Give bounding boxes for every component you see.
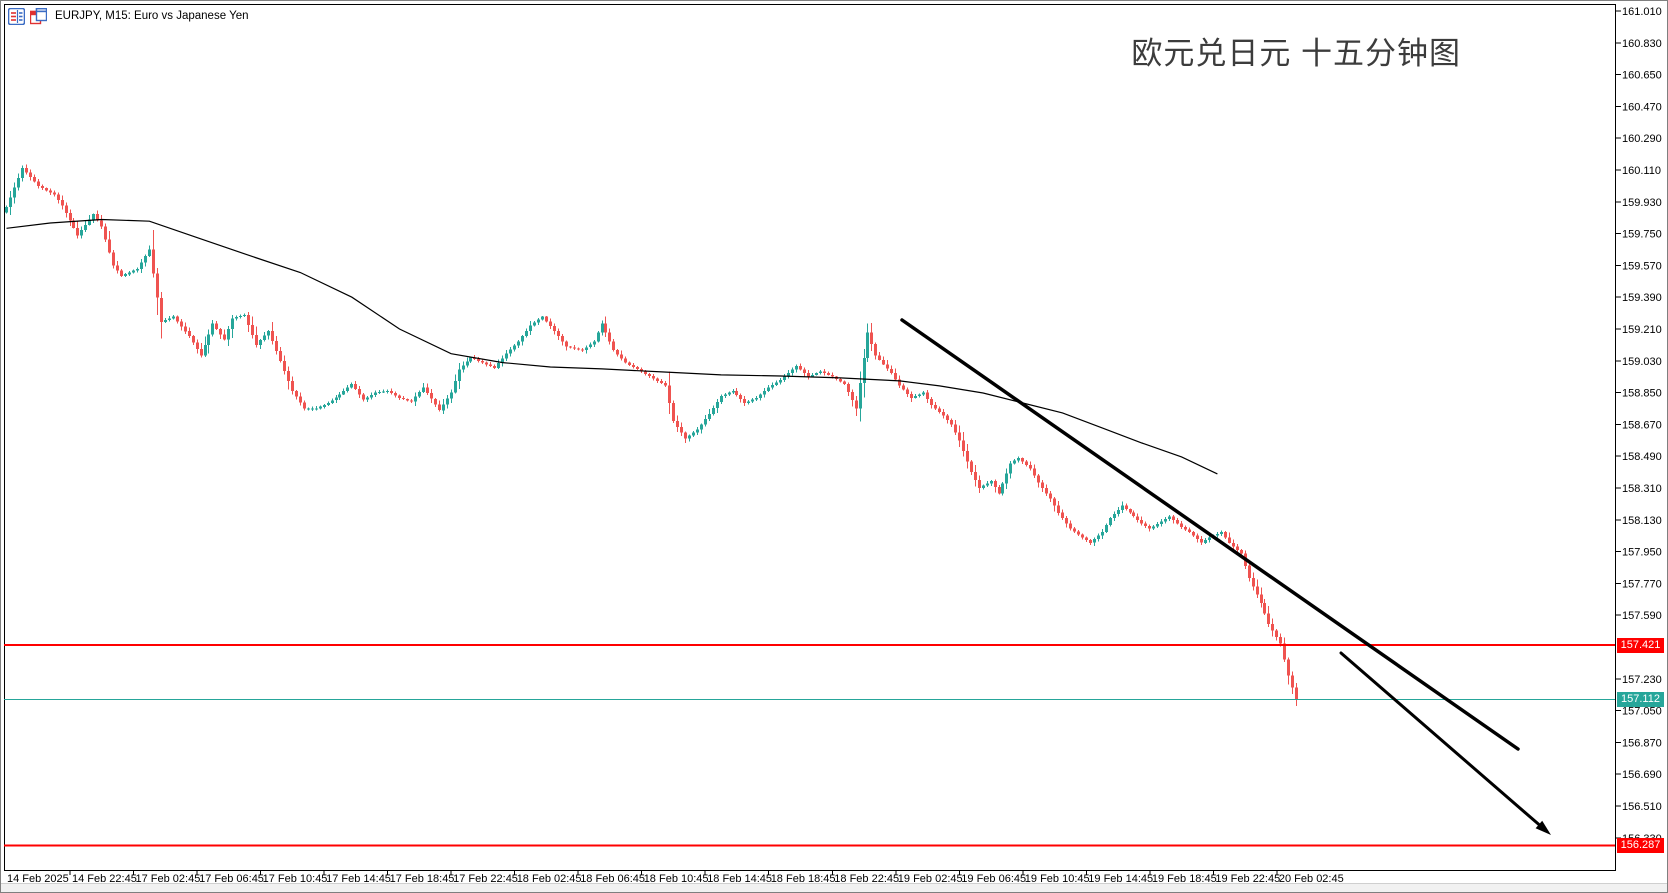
svg-text:19 Feb 02:45: 19 Feb 02:45 bbox=[898, 873, 963, 885]
svg-text:18 Feb 14:45: 18 Feb 14:45 bbox=[707, 873, 772, 885]
svg-text:159.750: 159.750 bbox=[1622, 229, 1662, 241]
svg-text:160.290: 160.290 bbox=[1622, 133, 1662, 145]
symbol-title: EURJPY, M15: Euro vs Japanese Yen bbox=[55, 10, 249, 22]
svg-text:14 Feb 22:45: 14 Feb 22:45 bbox=[72, 873, 137, 885]
svg-text:18 Feb 06:45: 18 Feb 06:45 bbox=[580, 873, 645, 885]
svg-text:159.930: 159.930 bbox=[1622, 197, 1662, 209]
svg-text:19 Feb 10:45: 19 Feb 10:45 bbox=[1025, 873, 1090, 885]
status-bar bbox=[1, 883, 1667, 892]
svg-text:159.390: 159.390 bbox=[1622, 292, 1662, 304]
svg-text:156.510: 156.510 bbox=[1622, 801, 1662, 813]
svg-text:157.950: 157.950 bbox=[1622, 547, 1662, 559]
svg-text:17 Feb 02:45: 17 Feb 02:45 bbox=[136, 873, 201, 885]
svg-text:158.130: 158.130 bbox=[1622, 515, 1662, 527]
svg-text:18 Feb 18:45: 18 Feb 18:45 bbox=[771, 873, 836, 885]
svg-text:17 Feb 10:45: 17 Feb 10:45 bbox=[263, 873, 328, 885]
svg-text:159.030: 159.030 bbox=[1622, 356, 1662, 368]
svg-text:17 Feb 22:45: 17 Feb 22:45 bbox=[453, 873, 518, 885]
price-axis[interactable]: 161.010 160.830 160.650 160.470 160.290 160.1… bbox=[1615, 6, 1662, 845]
svg-text:18 Feb 10:45: 18 Feb 10:45 bbox=[644, 873, 709, 885]
svg-text:157.230: 157.230 bbox=[1622, 674, 1662, 686]
svg-text:18 Feb 02:45: 18 Feb 02:45 bbox=[517, 873, 582, 885]
svg-text:157.770: 157.770 bbox=[1622, 578, 1662, 590]
svg-text:157.590: 157.590 bbox=[1622, 610, 1662, 622]
svg-text:17 Feb 18:45: 17 Feb 18:45 bbox=[390, 873, 455, 885]
svg-text:19 Feb 14:45: 19 Feb 14:45 bbox=[1088, 873, 1153, 885]
trendline-arrow[interactable] bbox=[1339, 651, 1551, 835]
chart-header: EURJPY, M15: Euro vs Japanese Yen bbox=[1, 1, 1667, 29]
svg-text:156.870: 156.870 bbox=[1622, 737, 1662, 749]
svg-text:17 Feb 06:45: 17 Feb 06:45 bbox=[199, 873, 264, 885]
svg-text:160.470: 160.470 bbox=[1622, 101, 1662, 113]
svg-text:158.670: 158.670 bbox=[1622, 419, 1662, 431]
svg-text:19 Feb 18:45: 19 Feb 18:45 bbox=[1152, 873, 1217, 885]
candles bbox=[5, 164, 1298, 707]
svg-text:20 Feb 02:45: 20 Feb 02:45 bbox=[1279, 873, 1344, 885]
chart-annotation-title: 欧元兑日元 十五分钟图 bbox=[1131, 36, 1461, 71]
svg-text:158.310: 158.310 bbox=[1622, 483, 1662, 495]
svg-text:17 Feb 14:45: 17 Feb 14:45 bbox=[326, 873, 391, 885]
svg-text:158.850: 158.850 bbox=[1622, 388, 1662, 400]
market-watch-icon[interactable] bbox=[7, 7, 26, 26]
svg-text:19 Feb 06:45: 19 Feb 06:45 bbox=[961, 873, 1026, 885]
svg-text:158.490: 158.490 bbox=[1622, 451, 1662, 463]
tile-windows-icon[interactable] bbox=[29, 7, 48, 25]
plot-border bbox=[4, 4, 1616, 871]
svg-text:157.050: 157.050 bbox=[1622, 706, 1662, 718]
price-tag-resistance: 157.421 bbox=[1617, 638, 1664, 653]
moving-average-line bbox=[6, 218, 1218, 475]
svg-text:161.010: 161.010 bbox=[1622, 6, 1662, 18]
trendline-main[interactable] bbox=[900, 318, 1520, 751]
price-tag-current-price: 157.112 bbox=[1617, 692, 1664, 707]
svg-text:160.650: 160.650 bbox=[1622, 70, 1662, 82]
svg-text:19 Feb 22:45: 19 Feb 22:45 bbox=[1215, 873, 1280, 885]
price-tag-support: 156.287 bbox=[1617, 838, 1664, 853]
svg-text:18 Feb 22:45: 18 Feb 22:45 bbox=[834, 873, 899, 885]
svg-text:159.570: 159.570 bbox=[1622, 260, 1662, 272]
svg-text:159.210: 159.210 bbox=[1622, 324, 1662, 336]
svg-text:156.690: 156.690 bbox=[1622, 769, 1662, 781]
svg-text:160.110: 160.110 bbox=[1622, 165, 1661, 177]
svg-text:160.830: 160.830 bbox=[1622, 38, 1662, 50]
svg-text:14 Feb 2025: 14 Feb 2025 bbox=[7, 873, 69, 885]
